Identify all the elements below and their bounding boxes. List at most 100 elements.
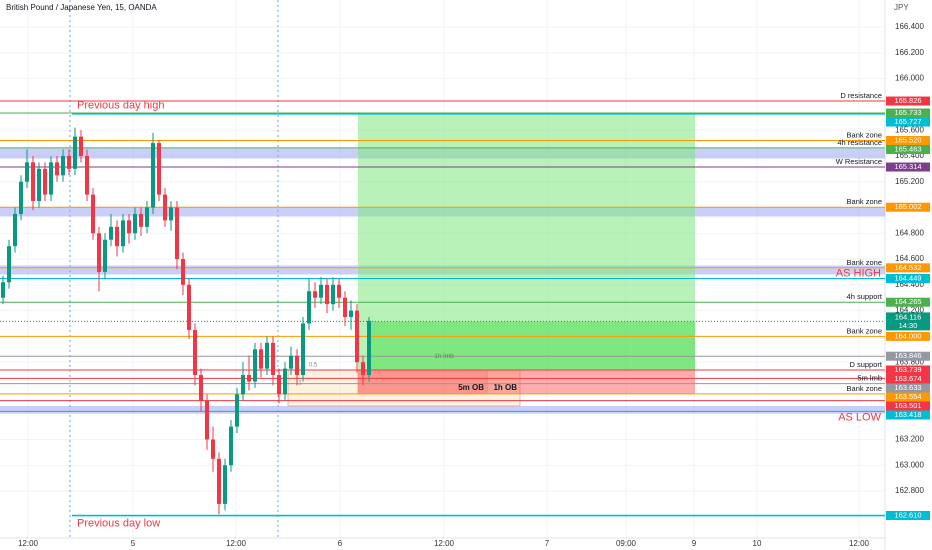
price-tag-label: 163.418 [894, 410, 921, 419]
candle-body [277, 375, 281, 395]
level-label: Bank zone [847, 326, 882, 335]
annotation: 1h lmb [434, 353, 454, 360]
y-tick-label: 166.200 [895, 48, 924, 57]
candle-body [13, 213, 17, 247]
y-tick-label: 164.200 [895, 306, 924, 315]
level-label: D resistance [840, 91, 882, 100]
y-tick-label: 163.800 [895, 357, 924, 366]
candle-body [223, 465, 227, 504]
price-tag [886, 383, 930, 393]
annotation: AS HIGH [836, 267, 881, 279]
x-tick-label: 5 [131, 539, 136, 548]
y-tick-label: 166.400 [895, 22, 924, 31]
countdown: 14:30 [899, 321, 918, 330]
price-tag [886, 108, 930, 118]
price-tag [886, 331, 930, 341]
candle-body [25, 162, 29, 182]
candle-body [91, 194, 95, 234]
x-tick-label: 7 [545, 539, 550, 548]
x-tick-label: 10 [753, 539, 762, 548]
price-tag-label: 163.633 [894, 383, 921, 392]
candle-body [295, 355, 299, 376]
stop-zone [358, 370, 695, 394]
candle-body [205, 400, 209, 440]
order-block-label: 5m OB [458, 383, 484, 392]
candle-body [67, 155, 71, 169]
price-tag-label: 165.727 [894, 117, 921, 126]
price-tag [886, 144, 930, 154]
x-tick-label: 12:00 [226, 539, 247, 548]
candle-body [61, 155, 65, 176]
level-label: Bank zone [847, 258, 882, 267]
candle-body [283, 368, 287, 395]
y-tick-label: 164.800 [895, 228, 924, 237]
price-tag [886, 351, 930, 361]
candle-body [355, 310, 359, 363]
currency: JPY [894, 3, 909, 12]
candle-body [313, 291, 317, 298]
candle-body [187, 284, 191, 330]
candle-body [331, 284, 335, 305]
candle-body [253, 349, 257, 382]
annotation: 0.5 [309, 362, 318, 368]
level-label: 5m lmb [857, 374, 882, 383]
annotation: 1 [298, 380, 302, 386]
annotation: Previous day high [77, 100, 164, 112]
price-tag-label: 165.002 [894, 202, 921, 211]
candle-body [85, 155, 89, 195]
candle-body [325, 284, 329, 305]
price-tag [886, 274, 930, 284]
price-tag-label: 165.826 [894, 96, 921, 105]
candle-body [361, 362, 365, 376]
price-tag-label: 163.501 [894, 401, 921, 410]
price-tag [886, 297, 930, 307]
y-tick-label: 163.200 [895, 435, 924, 444]
candle-body [115, 226, 119, 247]
candle-body [343, 297, 347, 318]
annotation: AS LOW [838, 411, 881, 423]
candle-body [97, 233, 101, 272]
symbol-title: British Pound / Japanese Yen, 15, OANDA [6, 3, 157, 12]
candle-body [133, 213, 137, 234]
price-tag [886, 135, 930, 145]
price-tag [886, 401, 930, 411]
x-tick-label: 09:00 [616, 539, 637, 548]
price-tag-label: 164.265 [894, 297, 921, 306]
price-tag [886, 162, 930, 172]
candle-body [349, 310, 353, 318]
price-tag-label: 163.846 [894, 351, 921, 360]
price-tag-label: 164.000 [894, 331, 921, 340]
order-block-label: 1h OB [493, 383, 517, 392]
candle-body [19, 181, 23, 214]
price-tag-label: 165.314 [894, 162, 921, 171]
price-tag [886, 410, 930, 420]
candle-body [259, 349, 263, 369]
candle-body [337, 284, 341, 298]
candle-body [319, 284, 323, 298]
candle-body [235, 394, 239, 427]
price-tag-label: 163.554 [894, 392, 921, 401]
price-tag-label: 165.733 [894, 108, 921, 117]
price-tag [886, 263, 930, 273]
candle-body [31, 162, 35, 202]
x-tick-label: 12:00 [849, 539, 870, 548]
candle-body [241, 375, 245, 395]
candle-body [193, 329, 197, 376]
candle-body [199, 375, 203, 401]
candle-body [127, 220, 131, 234]
price-tag [886, 117, 930, 127]
target-zone [358, 113, 695, 371]
y-tick-label: 166.000 [895, 74, 924, 83]
candle-body [49, 162, 53, 195]
current-price-tag [886, 312, 930, 331]
candle-body [247, 375, 251, 382]
candle-body [79, 136, 83, 156]
y-tick-label: 165.200 [895, 177, 924, 186]
candle-body [157, 143, 161, 195]
price-tag [886, 202, 930, 212]
candle-body [301, 323, 305, 376]
candle-body [289, 355, 293, 369]
level-label: Bank zone [847, 384, 882, 393]
open-profit [370, 321, 695, 371]
x-tick-label: 12:00 [434, 539, 455, 548]
